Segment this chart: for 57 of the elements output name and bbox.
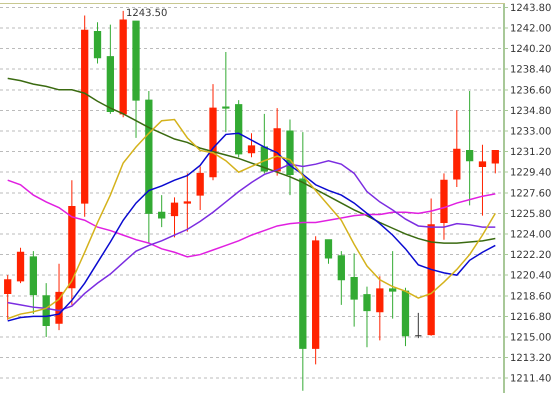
y-tick-label: 1236.60 bbox=[510, 85, 552, 96]
y-tick-label: 1225.80 bbox=[510, 208, 552, 220]
line-series bbox=[6, 160, 496, 312]
candlestick bbox=[222, 52, 230, 133]
candlestick bbox=[338, 250, 345, 306]
y-tick-label: 1234.80 bbox=[510, 106, 552, 117]
candlestick bbox=[120, 10, 127, 118]
y-tick-label: 1220.40 bbox=[510, 270, 552, 282]
y-tick-label: 1233.00 bbox=[510, 126, 552, 138]
candlestick bbox=[428, 198, 435, 336]
annotation: 1243.50 bbox=[126, 8, 168, 19]
candlestick bbox=[453, 110, 460, 188]
candlestick bbox=[312, 236, 320, 365]
candlestick bbox=[466, 90, 474, 206]
candlestick bbox=[16, 247, 24, 284]
candlestick bbox=[363, 286, 371, 348]
candlestick bbox=[389, 250, 396, 320]
y-tick-label: 1222.20 bbox=[510, 250, 552, 262]
candlestick bbox=[196, 166, 204, 210]
candlestick bbox=[68, 180, 76, 306]
candlestick bbox=[235, 100, 242, 158]
candlestick bbox=[158, 194, 166, 228]
y-tick-label: 1213.20 bbox=[510, 353, 552, 364]
candlestick bbox=[350, 252, 358, 328]
candlestick bbox=[299, 132, 306, 392]
candlestick bbox=[248, 132, 256, 158]
line-series bbox=[6, 78, 496, 244]
candlestick bbox=[145, 90, 152, 244]
y-tick-label: 1218.60 bbox=[510, 291, 552, 302]
candlestick bbox=[184, 172, 191, 232]
y-tick-label: 1227.60 bbox=[510, 188, 552, 200]
candlestick bbox=[170, 196, 178, 238]
y-tick-label: 1211.40 bbox=[510, 374, 552, 385]
candlestick bbox=[376, 276, 384, 341]
y-tick-label: 1216.80 bbox=[510, 312, 552, 323]
y-tick-label: 1224.00 bbox=[510, 229, 552, 240]
candlestick bbox=[402, 287, 410, 347]
candlestick bbox=[4, 274, 12, 320]
candlestick bbox=[478, 144, 486, 216]
y-tick-label: 1229.40 bbox=[510, 168, 552, 179]
y-tick-label: 1243.80 bbox=[510, 2, 552, 14]
candlestick bbox=[209, 84, 217, 181]
candlestick bbox=[132, 20, 140, 138]
y-tick-label: 1238.40 bbox=[510, 64, 552, 76]
candlestick bbox=[94, 22, 102, 64]
y-tick-label: 1231.20 bbox=[510, 147, 552, 158]
candlestick bbox=[492, 150, 499, 174]
candlestick bbox=[30, 250, 38, 315]
candlestick bbox=[414, 312, 422, 339]
candlestick bbox=[440, 172, 448, 240]
y-tick-label: 1240.20 bbox=[510, 44, 552, 56]
line-series bbox=[6, 179, 496, 258]
y-tick-label: 1242.00 bbox=[510, 24, 552, 35]
candlestick bbox=[106, 24, 114, 114]
y-tick-label: 1215.00 bbox=[510, 332, 552, 344]
candlestick bbox=[81, 14, 88, 218]
candlestick bbox=[324, 239, 332, 264]
